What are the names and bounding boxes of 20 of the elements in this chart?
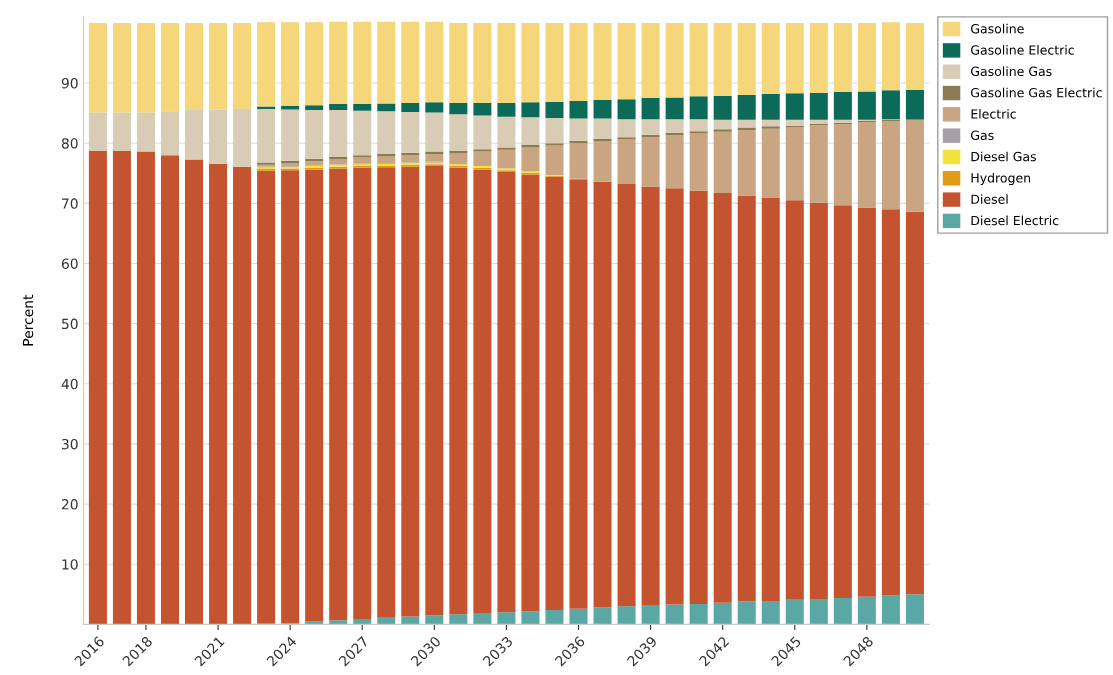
y-tick-label: 10 xyxy=(62,559,78,570)
y-tick-label: 40 xyxy=(61,378,78,390)
y-tick-label: 20 xyxy=(61,499,78,510)
y-tick-label: 30 xyxy=(62,438,78,450)
y-tick-label: 70 xyxy=(62,198,78,209)
legend-label: Diesel Electric xyxy=(971,215,1059,226)
legend-label: Electric xyxy=(971,109,1016,119)
legend-label: Diesel xyxy=(971,194,1008,204)
legend-label: Gas xyxy=(971,130,994,140)
legend-label: Gasoline xyxy=(971,23,1024,34)
y-tick-label: 60 xyxy=(61,258,78,269)
legend-label: Hydrogen xyxy=(971,172,1031,186)
legend-label: Gasoline Gas xyxy=(971,66,1052,77)
legend-label: Gasoline Electric xyxy=(971,45,1074,55)
legend-label: Diesel Gas xyxy=(971,151,1036,162)
y-axis-title: Percent xyxy=(22,294,34,346)
legend-label: Gasoline Gas Electric xyxy=(971,87,1102,98)
y-tick-label: 90 xyxy=(61,78,78,89)
y-tick-label: 80 xyxy=(61,138,78,149)
y-tick-label: 50 xyxy=(62,318,78,330)
